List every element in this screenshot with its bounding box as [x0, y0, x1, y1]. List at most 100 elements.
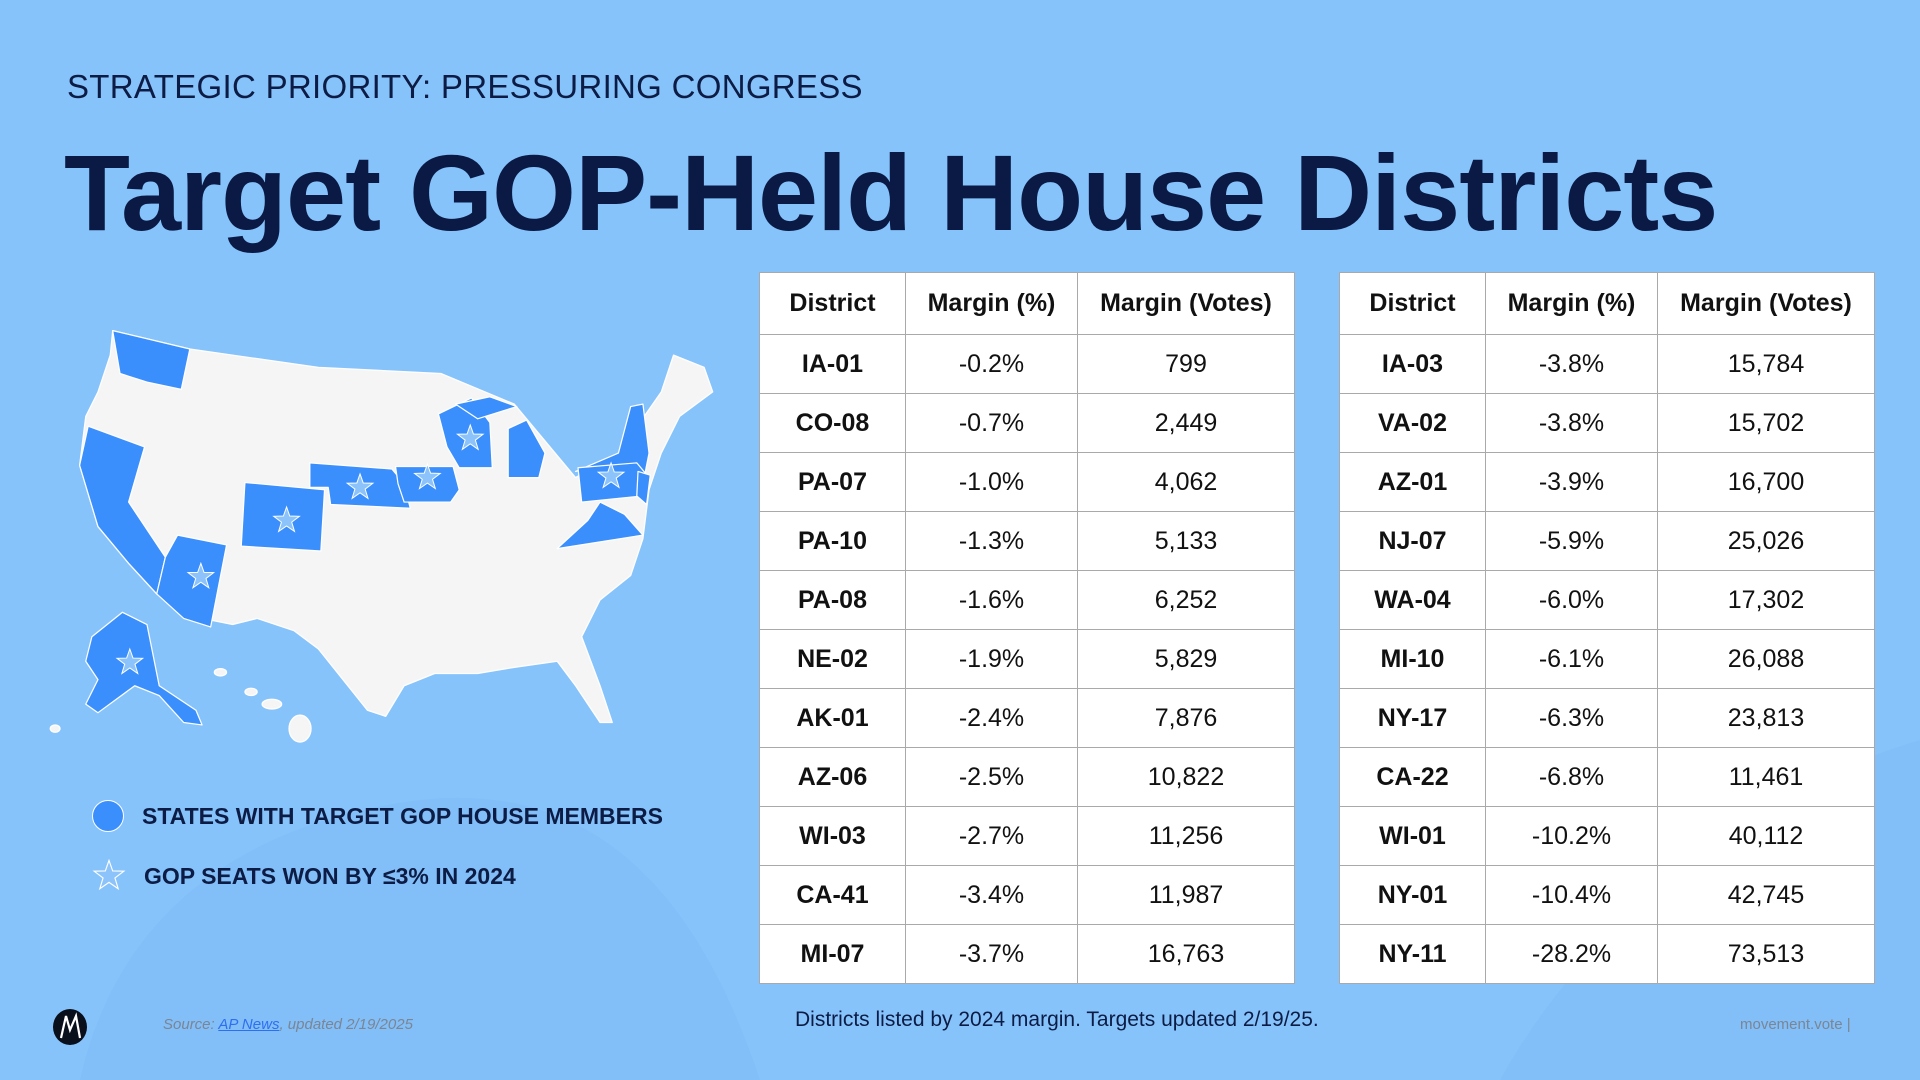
- cell-district: CO-08: [759, 393, 906, 453]
- cell-margin-votes: 5,133: [1077, 511, 1295, 571]
- state-nj: [636, 470, 651, 506]
- state-ia: [394, 465, 460, 503]
- cell-margin-votes: 2,449: [1077, 393, 1295, 453]
- districts-table-right: District Margin (%) Margin (Votes) IA-03…: [1339, 272, 1875, 984]
- table-row: AK-01 -2.4% 7,876: [759, 688, 1295, 748]
- cell-margin-pct: -1.6%: [905, 570, 1078, 630]
- legend: STATES WITH TARGET GOP HOUSE MEMBERS GOP…: [92, 796, 663, 896]
- column-header-district: District: [759, 272, 906, 335]
- cell-margin-pct: -10.2%: [1485, 806, 1658, 866]
- column-header-margin-pct: Margin (%): [1485, 272, 1658, 335]
- table-row: PA-10 -1.3% 5,133: [759, 511, 1295, 571]
- cell-margin-pct: -1.9%: [905, 629, 1078, 689]
- table-row: AZ-01 -3.9% 16,700: [1339, 452, 1875, 512]
- cell-district: CA-22: [1339, 747, 1486, 807]
- cell-margin-pct: -2.5%: [905, 747, 1078, 807]
- movement-logo: [53, 1009, 87, 1045]
- cell-margin-votes: 23,813: [1657, 688, 1875, 748]
- table-row: NY-01 -10.4% 42,745: [1339, 865, 1875, 925]
- legend-stars-label: GOP SEATS WON BY ≤3% IN 2024: [144, 862, 516, 889]
- cell-margin-votes: 11,987: [1077, 865, 1295, 925]
- cell-margin-pct: -3.8%: [1485, 334, 1658, 394]
- cell-margin-votes: 40,112: [1657, 806, 1875, 866]
- state-mi: [454, 396, 546, 479]
- cell-district: IA-03: [1339, 334, 1486, 394]
- table-row: WI-01 -10.2% 40,112: [1339, 806, 1875, 866]
- state-az: [156, 534, 228, 628]
- cell-district: NY-11: [1339, 924, 1486, 984]
- cell-district: AZ-01: [1339, 452, 1486, 512]
- cell-margin-pct: -2.4%: [905, 688, 1078, 748]
- cell-district: PA-07: [759, 452, 906, 512]
- column-header-margin-votes: Margin (Votes): [1077, 272, 1295, 335]
- cell-district: NY-17: [1339, 688, 1486, 748]
- source-citation: Source: AP News, updated 2/19/2025: [163, 1016, 413, 1033]
- table-row: VA-02 -3.8% 15,702: [1339, 393, 1875, 453]
- cell-margin-votes: 10,822: [1077, 747, 1295, 807]
- cell-margin-pct: -6.1%: [1485, 629, 1658, 689]
- cell-margin-votes: 15,784: [1657, 334, 1875, 394]
- table-row: MI-07 -3.7% 16,763: [759, 924, 1295, 984]
- cell-margin-votes: 7,876: [1077, 688, 1295, 748]
- star-icon-ne: [345, 472, 375, 500]
- star-icon-pa: [596, 461, 626, 489]
- table-row: IA-03 -3.8% 15,784: [1339, 334, 1875, 394]
- cell-district: VA-02: [1339, 393, 1486, 453]
- cell-margin-pct: -28.2%: [1485, 924, 1658, 984]
- table-row: PA-08 -1.6% 6,252: [759, 570, 1295, 630]
- cell-margin-pct: -1.0%: [905, 452, 1078, 512]
- cell-margin-pct: -5.9%: [1485, 511, 1658, 571]
- star-icon-az: [186, 561, 216, 589]
- cell-margin-votes: 42,745: [1657, 865, 1875, 925]
- eyebrow-heading: STRATEGIC PRIORITY: PRESSURING CONGRESS: [67, 68, 863, 105]
- cell-district: PA-10: [759, 511, 906, 571]
- page-title: Target GOP-Held House Districts: [64, 132, 1718, 253]
- cell-margin-pct: -6.3%: [1485, 688, 1658, 748]
- table-row: NE-02 -1.9% 5,829: [759, 629, 1295, 689]
- cell-district: AK-01: [759, 688, 906, 748]
- cell-margin-pct: -3.9%: [1485, 452, 1658, 512]
- table-row: CA-22 -6.8% 11,461: [1339, 747, 1875, 807]
- ap-news-link[interactable]: AP News: [218, 1016, 280, 1033]
- cell-margin-pct: -1.3%: [905, 511, 1078, 571]
- us-map: [49, 330, 714, 743]
- star-icon-ia: [413, 462, 442, 490]
- cell-margin-votes: 17,302: [1657, 570, 1875, 630]
- cell-margin-votes: 26,088: [1657, 629, 1875, 689]
- cell-margin-votes: 73,513: [1657, 924, 1875, 984]
- table-row: NY-17 -6.3% 23,813: [1339, 688, 1875, 748]
- cell-margin-pct: -3.4%: [905, 865, 1078, 925]
- state-va: [556, 501, 644, 550]
- cell-margin-pct: -3.8%: [1485, 393, 1658, 453]
- cell-margin-pct: -0.2%: [905, 334, 1078, 394]
- star-icon-ak: [115, 647, 145, 675]
- site-label: movement.vote |: [1740, 1016, 1851, 1033]
- table-row: PA-07 -1.0% 4,062: [759, 452, 1295, 512]
- cell-margin-votes: 4,062: [1077, 452, 1295, 512]
- cell-district: WI-03: [759, 806, 906, 866]
- cell-district: WA-04: [1339, 570, 1486, 630]
- cell-district: WI-01: [1339, 806, 1486, 866]
- table-row: WI-03 -2.7% 11,256: [759, 806, 1295, 866]
- cell-margin-votes: 15,702: [1657, 393, 1875, 453]
- cell-district: NY-01: [1339, 865, 1486, 925]
- table-row: WA-04 -6.0% 17,302: [1339, 570, 1875, 630]
- table-row: IA-01 -0.2% 799: [759, 334, 1295, 394]
- state-wa: [112, 330, 191, 391]
- cell-margin-pct: -2.7%: [905, 806, 1078, 866]
- cell-margin-votes: 16,763: [1077, 924, 1295, 984]
- cell-margin-votes: 6,252: [1077, 570, 1295, 630]
- cell-margin-votes: 25,026: [1657, 511, 1875, 571]
- cell-margin-votes: 799: [1077, 334, 1295, 394]
- table-row: CA-41 -3.4% 11,987: [759, 865, 1295, 925]
- cell-district: MI-07: [759, 924, 906, 984]
- cell-district: IA-01: [759, 334, 906, 394]
- star-icon-wi: [455, 423, 485, 451]
- table-row: AZ-06 -2.5% 10,822: [759, 747, 1295, 807]
- cell-margin-votes: 5,829: [1077, 629, 1295, 689]
- cell-margin-pct: -6.0%: [1485, 570, 1658, 630]
- districts-table-left: District Margin (%) Margin (Votes) IA-01…: [759, 272, 1295, 984]
- cell-district: AZ-06: [759, 747, 906, 807]
- source-prefix: Source:: [163, 1016, 219, 1033]
- cell-margin-votes: 11,256: [1077, 806, 1295, 866]
